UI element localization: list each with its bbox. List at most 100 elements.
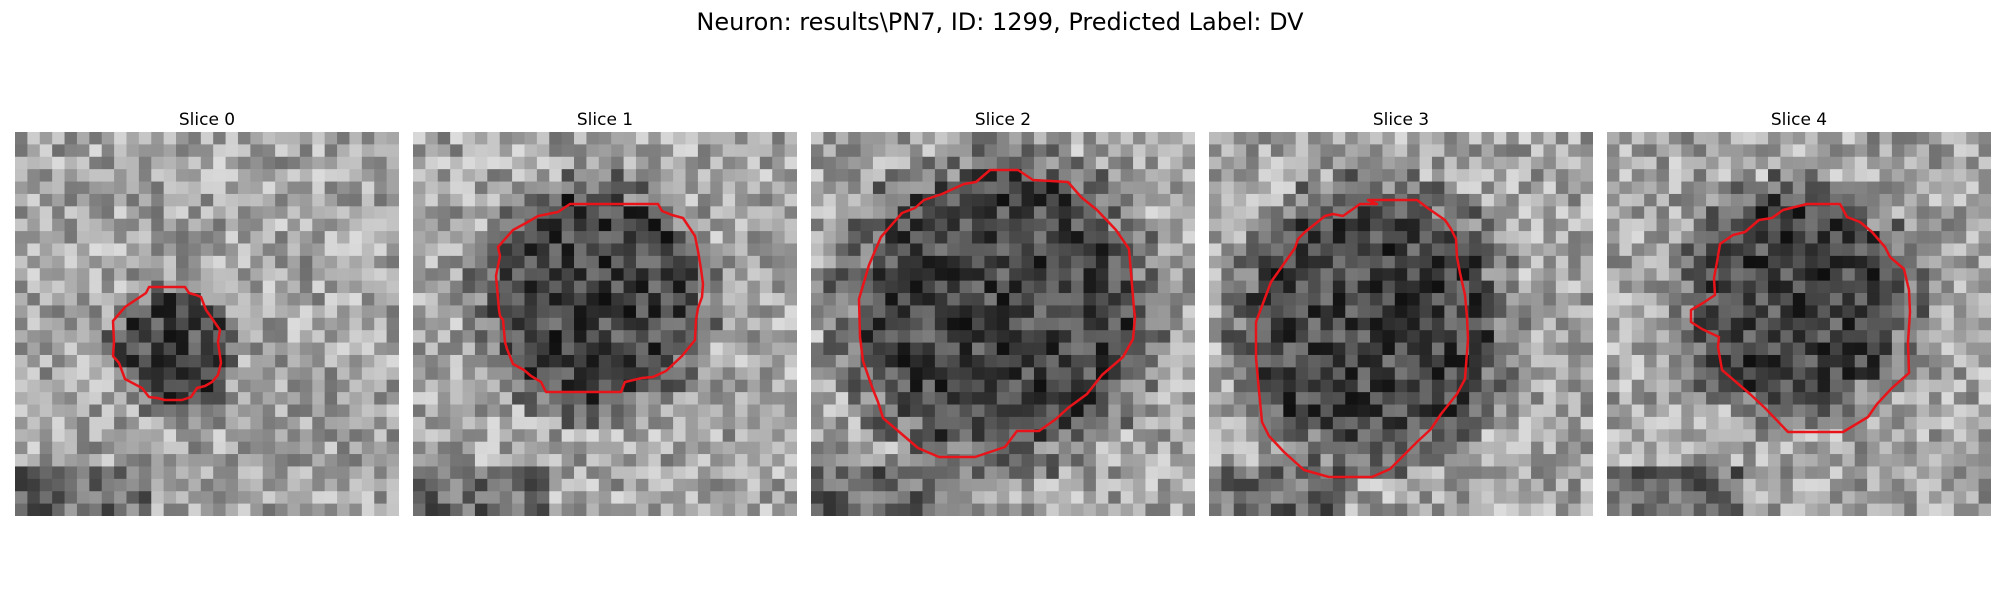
pixel-cell <box>660 491 674 505</box>
pixel-cell <box>1555 317 1569 331</box>
pixel-cell <box>1580 280 1593 294</box>
pixel-cell <box>1916 416 1930 430</box>
pixel-cell <box>1941 231 1955 245</box>
pixel-cell <box>1817 243 1831 257</box>
pixel-cell <box>1133 466 1147 480</box>
pixel-cell <box>262 255 276 269</box>
pixel-cell <box>1953 305 1967 319</box>
pixel-cell <box>1270 255 1284 269</box>
pixel-cell <box>1469 342 1483 356</box>
pixel-cell <box>549 441 563 455</box>
pixel-cell <box>660 144 674 158</box>
pixel-cell <box>984 478 998 492</box>
pixel-cell <box>1543 478 1557 492</box>
pixel-cell <box>474 379 488 393</box>
pixel-cell <box>1543 392 1557 406</box>
pixel-cell <box>349 354 363 368</box>
pixel-cell <box>1295 503 1309 516</box>
pixel-cell <box>512 367 526 381</box>
pixel-cell <box>611 132 625 145</box>
pixel-cell <box>835 429 849 443</box>
pixel-cell <box>860 218 874 232</box>
pixel-cell <box>413 441 426 455</box>
pixel-cell <box>524 293 538 307</box>
pixel-cell <box>1481 156 1495 170</box>
pixel-cell <box>1681 144 1695 158</box>
pixel-cell <box>1842 342 1856 356</box>
pixel-cell <box>823 317 837 331</box>
pixel-cell <box>1083 169 1097 183</box>
pixel-cell <box>1120 404 1134 418</box>
pixel-cell <box>1370 379 1384 393</box>
pixel-cell <box>1133 218 1147 232</box>
pixel-cell <box>512 156 526 170</box>
pixel-cell <box>1978 144 1991 158</box>
pixel-cell <box>1706 342 1720 356</box>
pixel-cell <box>76 268 90 282</box>
pixel-cell <box>536 218 550 232</box>
pixel-cell <box>1157 404 1171 418</box>
pixel-cell <box>1829 218 1843 232</box>
pixel-cell <box>425 243 439 257</box>
pixel-cell <box>1157 466 1171 480</box>
pixel-cell <box>1631 193 1645 207</box>
pixel-cell <box>1531 454 1545 468</box>
pixel-cell <box>176 206 190 220</box>
pixel-cell <box>1209 367 1222 381</box>
pixel-cell <box>996 193 1010 207</box>
pixel-cell <box>1481 243 1495 257</box>
pixel-cell <box>1108 144 1122 158</box>
pixel-cell <box>1580 206 1593 220</box>
pixel-cell <box>487 416 501 430</box>
pixel-cell <box>1506 293 1520 307</box>
pixel-cell <box>1792 416 1806 430</box>
pixel-cell <box>1233 268 1247 282</box>
pixel-cell <box>1345 429 1359 443</box>
pixel-cell <box>1891 169 1905 183</box>
pixel-cell <box>1966 416 1980 430</box>
pixel-cell <box>27 379 41 393</box>
pixel-cell <box>1668 491 1682 505</box>
pixel-cell <box>462 330 476 344</box>
pixel-cell <box>1182 293 1195 307</box>
pixel-cell <box>176 243 190 257</box>
pixel-cell <box>487 392 501 406</box>
pixel-cell <box>1607 342 1620 356</box>
pixel-cell <box>1407 144 1421 158</box>
pixel-cell <box>386 367 399 381</box>
pixel-cell <box>1083 268 1097 282</box>
pixel-cell <box>1021 354 1035 368</box>
pixel-cell <box>934 231 948 245</box>
pixel-cell <box>361 404 375 418</box>
pixel-cell <box>1953 478 1967 492</box>
pixel-cell <box>1283 478 1297 492</box>
pixel-cell <box>1283 181 1297 195</box>
pixel-cell <box>1916 354 1930 368</box>
pixel-cell <box>1531 367 1545 381</box>
pixel-cell <box>685 255 699 269</box>
pixel-cell <box>225 454 239 468</box>
pixel-cell <box>1258 144 1272 158</box>
pixel-cell <box>437 132 451 145</box>
pixel-cell <box>1607 454 1620 468</box>
pixel-cell <box>549 268 563 282</box>
pixel-cell <box>1431 218 1445 232</box>
pixel-cell <box>648 181 662 195</box>
pixel-cell <box>959 305 973 319</box>
pixel-cell <box>1842 156 1856 170</box>
pixel-cell <box>1706 478 1720 492</box>
pixel-cell <box>1580 169 1593 183</box>
pixel-cell <box>312 144 326 158</box>
pixel-cell <box>512 317 526 331</box>
pixel-cell <box>934 342 948 356</box>
pixel-cell <box>1009 354 1023 368</box>
pixel-cell <box>1619 181 1633 195</box>
pixel-cell <box>64 342 78 356</box>
pixel-cell <box>759 218 773 232</box>
pixel-cell <box>126 404 140 418</box>
pixel-cell <box>1345 206 1359 220</box>
pixel-cell <box>1046 404 1060 418</box>
pixel-cell <box>1817 330 1831 344</box>
pixel-cell <box>126 416 140 430</box>
pixel-cell <box>1966 466 1980 480</box>
